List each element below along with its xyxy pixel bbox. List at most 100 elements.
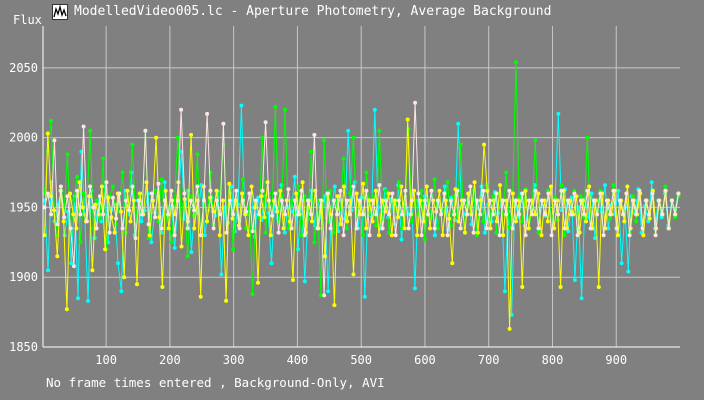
data-point bbox=[169, 240, 174, 245]
data-point bbox=[585, 135, 590, 140]
data-point bbox=[92, 236, 97, 241]
data-point bbox=[412, 286, 417, 291]
data-point bbox=[292, 174, 297, 179]
data-point bbox=[517, 195, 522, 200]
x-tick-label: 400 bbox=[287, 353, 309, 367]
data-point bbox=[403, 188, 408, 193]
data-point bbox=[501, 233, 506, 238]
data-point bbox=[603, 183, 607, 188]
data-point bbox=[584, 219, 588, 224]
data-point bbox=[413, 100, 418, 105]
data-point bbox=[372, 107, 377, 112]
data-point bbox=[455, 188, 460, 193]
data-point bbox=[240, 177, 245, 182]
data-point bbox=[75, 188, 80, 193]
data-point bbox=[386, 191, 391, 196]
data-point bbox=[364, 170, 369, 175]
data-point bbox=[465, 212, 470, 217]
data-point bbox=[188, 194, 193, 199]
data-point bbox=[231, 212, 236, 217]
data-point bbox=[68, 191, 73, 196]
data-point bbox=[498, 183, 502, 188]
data-point bbox=[201, 198, 206, 203]
data-point bbox=[110, 195, 115, 200]
data-point bbox=[546, 191, 551, 196]
data-point bbox=[374, 223, 379, 228]
data-point bbox=[97, 216, 102, 221]
data-point bbox=[325, 191, 330, 196]
data-point bbox=[58, 184, 63, 189]
data-point bbox=[666, 226, 671, 231]
data-point bbox=[504, 170, 509, 175]
data-point bbox=[244, 209, 249, 214]
data-point bbox=[300, 180, 305, 185]
data-point bbox=[517, 212, 522, 217]
data-point bbox=[488, 226, 493, 231]
data-point bbox=[211, 226, 216, 231]
data-point bbox=[442, 184, 447, 189]
data-point bbox=[485, 188, 490, 193]
data-point bbox=[377, 128, 382, 133]
data-point bbox=[160, 285, 165, 289]
data-point bbox=[614, 226, 619, 231]
data-point bbox=[175, 135, 180, 140]
data-point bbox=[474, 198, 479, 203]
data-point bbox=[351, 135, 356, 140]
data-point bbox=[97, 194, 102, 199]
data-point bbox=[507, 188, 512, 193]
data-point bbox=[348, 212, 353, 217]
data-point bbox=[357, 198, 362, 203]
data-point bbox=[673, 212, 678, 217]
data-point bbox=[114, 222, 119, 227]
data-point bbox=[491, 212, 496, 217]
data-point bbox=[536, 226, 541, 231]
data-point bbox=[273, 191, 278, 196]
data-point bbox=[367, 198, 372, 203]
data-point bbox=[84, 219, 89, 224]
data-point bbox=[494, 219, 499, 224]
data-point bbox=[532, 183, 537, 188]
lightcurve-app-icon bbox=[52, 4, 68, 24]
data-point bbox=[463, 230, 467, 235]
data-point bbox=[452, 212, 457, 217]
data-point bbox=[504, 212, 509, 217]
data-point bbox=[622, 219, 627, 224]
data-point bbox=[533, 188, 538, 193]
data-point bbox=[595, 212, 600, 217]
data-point bbox=[351, 184, 356, 189]
data-point bbox=[574, 194, 579, 199]
data-point bbox=[326, 289, 331, 294]
data-point bbox=[656, 198, 661, 203]
data-point bbox=[253, 198, 258, 203]
data-point bbox=[546, 188, 551, 193]
data-point bbox=[416, 191, 421, 196]
data-point bbox=[361, 233, 366, 238]
data-point bbox=[135, 282, 139, 287]
data-point bbox=[396, 198, 401, 203]
data-point bbox=[611, 183, 616, 188]
data-point bbox=[214, 188, 219, 193]
data-point bbox=[510, 191, 515, 196]
x-tick-label: 800 bbox=[542, 353, 564, 367]
data-point bbox=[491, 194, 496, 199]
data-point bbox=[335, 194, 340, 199]
data-point bbox=[552, 195, 557, 200]
data-point bbox=[195, 184, 200, 189]
data-point bbox=[299, 188, 304, 193]
data-point bbox=[201, 184, 206, 189]
data-point bbox=[558, 285, 563, 289]
data-point bbox=[588, 226, 593, 231]
data-point bbox=[361, 181, 366, 186]
x-tick-label: 100 bbox=[95, 353, 117, 367]
data-point bbox=[608, 212, 613, 217]
data-point bbox=[219, 272, 224, 277]
data-point bbox=[202, 233, 207, 238]
data-point bbox=[45, 149, 50, 154]
data-point bbox=[42, 205, 47, 210]
data-point bbox=[406, 226, 411, 231]
data-point bbox=[120, 226, 125, 231]
data-point bbox=[562, 233, 567, 238]
data-point bbox=[634, 212, 639, 217]
data-point bbox=[647, 212, 652, 217]
data-point bbox=[331, 230, 336, 235]
